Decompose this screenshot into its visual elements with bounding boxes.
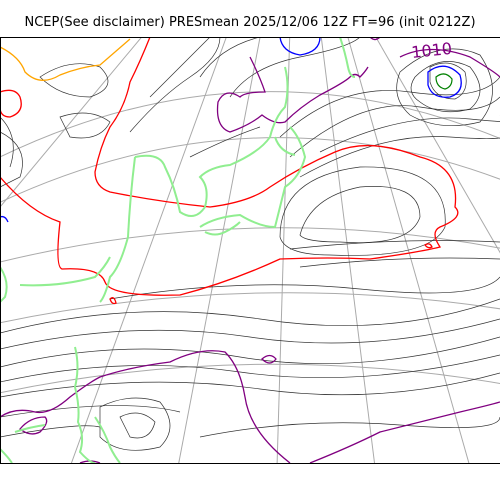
contour-line bbox=[424, 243, 433, 249]
contour-line bbox=[399, 48, 500, 78]
red-contours bbox=[0, 37, 459, 305]
isobar bbox=[0, 336, 500, 368]
contour-line bbox=[279, 37, 321, 56]
contour-line bbox=[0, 37, 459, 296]
coastline bbox=[199, 126, 307, 229]
contour-line bbox=[19, 416, 48, 435]
isobar bbox=[0, 372, 500, 398]
latitude-line bbox=[0, 363, 500, 394]
isobar bbox=[319, 115, 500, 153]
contour-line bbox=[0, 350, 291, 463]
isobar bbox=[279, 166, 446, 256]
isobar bbox=[109, 276, 500, 300]
longitude-line bbox=[320, 37, 376, 463]
isobar bbox=[0, 425, 101, 438]
isobar bbox=[289, 240, 500, 250]
isobar bbox=[0, 131, 23, 188]
longitude-line bbox=[375, 37, 500, 254]
longitude-line bbox=[276, 37, 291, 463]
isobar bbox=[59, 112, 111, 139]
isobar bbox=[39, 63, 109, 98]
isobar bbox=[0, 298, 500, 334]
isobar bbox=[299, 257, 500, 268]
isobar bbox=[0, 318, 500, 350]
coastline bbox=[274, 136, 296, 156]
longitude-line bbox=[70, 37, 227, 463]
map-area bbox=[0, 37, 500, 463]
map-canvas bbox=[0, 37, 500, 463]
contour-line bbox=[0, 38, 131, 81]
isobar bbox=[289, 96, 500, 158]
isobar bbox=[99, 397, 171, 451]
isobar bbox=[189, 126, 261, 158]
coastline bbox=[73, 346, 96, 463]
longitude-line bbox=[178, 37, 261, 463]
contour-line bbox=[261, 354, 277, 364]
graticule bbox=[0, 37, 500, 463]
coastline bbox=[0, 266, 8, 303]
coastline bbox=[204, 221, 241, 236]
isobar bbox=[0, 116, 14, 168]
isobar bbox=[149, 37, 211, 98]
contour-line bbox=[369, 37, 381, 41]
isobar bbox=[119, 412, 156, 439]
longitude-line bbox=[0, 37, 143, 208]
isobar bbox=[299, 132, 500, 178]
isobar bbox=[396, 48, 493, 127]
longitude-line bbox=[347, 37, 470, 463]
contour-line bbox=[0, 215, 9, 223]
latitude-line bbox=[0, 137, 500, 203]
coastline bbox=[0, 448, 13, 463]
isobar bbox=[199, 416, 500, 438]
contour-line bbox=[109, 297, 117, 305]
contour-line bbox=[0, 89, 22, 118]
orange-contour bbox=[0, 38, 131, 81]
isobars bbox=[0, 37, 500, 451]
contour-line bbox=[309, 401, 500, 463]
purple-contours bbox=[0, 37, 500, 463]
contour-line bbox=[435, 73, 453, 90]
coastline bbox=[339, 37, 356, 78]
isobar bbox=[0, 354, 500, 383]
coastline bbox=[94, 416, 121, 463]
isobar bbox=[229, 37, 361, 98]
chart-title: NCEP(See disclaimer) PRESmean 2025/12/06… bbox=[24, 15, 476, 30]
isobar bbox=[279, 76, 500, 138]
isobar bbox=[199, 37, 261, 78]
isobar bbox=[129, 37, 221, 133]
coastlines bbox=[0, 37, 356, 463]
coastline bbox=[99, 156, 136, 303]
coastline bbox=[134, 66, 289, 217]
isobar bbox=[410, 61, 481, 113]
contour-line bbox=[216, 56, 369, 133]
green-core bbox=[435, 73, 453, 90]
contour-line bbox=[427, 65, 462, 98]
isobar bbox=[299, 186, 421, 243]
latitude-line bbox=[0, 292, 500, 324]
isobar bbox=[429, 62, 467, 100]
coastline bbox=[19, 256, 111, 287]
latitude-line bbox=[0, 227, 500, 263]
coastline bbox=[14, 424, 46, 433]
